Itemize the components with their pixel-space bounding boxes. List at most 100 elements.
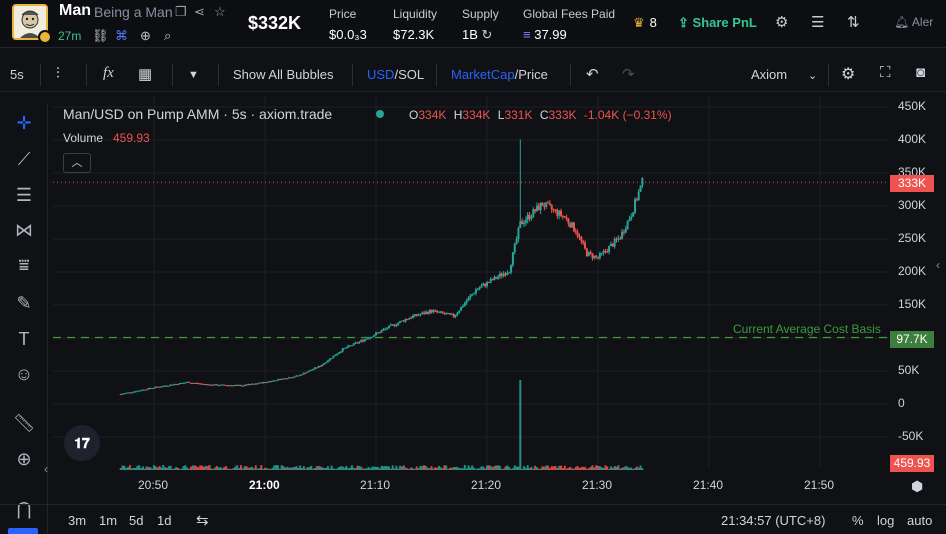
volume-bar (162, 465, 165, 470)
top-holders[interactable]: ♛ 8 (633, 15, 657, 31)
candle-body (190, 382, 192, 384)
list-icon[interactable]: ☰ (811, 14, 825, 31)
share-icon[interactable]: ⋖ (194, 4, 205, 19)
scroll-left-icon[interactable]: ‹ (44, 462, 48, 476)
clock[interactable]: 21:34:57 (UTC+8) (721, 513, 826, 528)
expand-right-icon[interactable]: ‹ (936, 258, 940, 272)
text-tool-icon[interactable]: T (18, 329, 30, 349)
chart-title: Man/USD on Pump AMM · 5s · axiom.trade (63, 106, 333, 122)
star-icon[interactable]: ☆ (214, 4, 226, 19)
trendline-icon[interactable]: ⟋ (17, 149, 31, 169)
candle-body (524, 220, 527, 224)
crosshair-icon[interactable]: ✛ (16, 113, 32, 133)
hexagon-icon[interactable]: ⬢ (911, 478, 924, 494)
projection-icon[interactable]: ⩸ (18, 255, 30, 275)
volume-bar (626, 466, 629, 470)
volume-bar (289, 467, 292, 470)
candle-body (415, 314, 418, 316)
candle-body (214, 384, 217, 386)
swap-icon[interactable]: ⇅ (847, 14, 860, 31)
tradingview-logo-icon[interactable]: 𝟏𝟕 (64, 425, 100, 461)
candle-body (167, 385, 170, 387)
indicators-icon[interactable]: fx (103, 65, 114, 81)
candle-body (630, 216, 633, 220)
ruler-icon[interactable]: 📏︎ (12, 413, 36, 433)
volume-bar (558, 465, 561, 470)
log-toggle[interactable]: log (877, 513, 895, 528)
candle-body (321, 364, 324, 367)
volume-bar (476, 468, 479, 470)
range-5d[interactable]: 5d (129, 513, 144, 528)
volume-bar (597, 465, 599, 470)
undo-icon[interactable]: ↶ (586, 66, 599, 83)
candle-body (123, 393, 126, 395)
candle-type-icon[interactable]: ⫶ (56, 65, 60, 82)
candle-body (424, 311, 427, 314)
close-label: C (539, 108, 549, 122)
volume-bar (463, 465, 466, 470)
auto-toggle[interactable]: auto (907, 513, 933, 528)
percent-toggle[interactable]: % (852, 513, 864, 528)
candle-body (519, 221, 522, 228)
layout-chevron-icon[interactable]: ⌄ (808, 70, 818, 82)
fib-icon[interactable]: ☰ (15, 185, 33, 205)
redo-icon[interactable]: ↷ (622, 66, 635, 83)
link-icon[interactable]: ⛓ (92, 28, 109, 43)
candle-body (221, 384, 224, 386)
candle-body (580, 236, 583, 241)
candle-body (413, 314, 416, 316)
layout-grid-icon[interactable]: ▦ (138, 66, 153, 83)
candle-body (375, 332, 377, 336)
emoji-icon[interactable]: ☺ (14, 364, 34, 384)
zoom-in-icon[interactable]: ⊕ (16, 449, 32, 469)
candle-body (454, 314, 457, 317)
volume-bar (356, 465, 359, 470)
candle-body (330, 358, 333, 360)
volume-bar (321, 467, 324, 470)
share-pnl-button[interactable]: ⇪ Share PnL (678, 15, 757, 31)
range-1d[interactable]: 1d (157, 513, 172, 528)
volume-bar (528, 468, 531, 470)
price-chart[interactable] (53, 96, 946, 496)
candle-body (347, 345, 350, 348)
metric-toggle[interactable]: MarketCap/Price (451, 67, 548, 82)
date-range-icon[interactable]: ⇆ (196, 512, 209, 529)
pattern-icon[interactable]: ⋈ (15, 220, 33, 240)
volume-bar (532, 468, 535, 470)
volume-bar (215, 466, 218, 470)
candle-body (571, 222, 574, 228)
chart-settings-icon[interactable]: ⚙ (841, 66, 856, 83)
alert-button[interactable]: 🔔︎ Aler (894, 15, 933, 29)
camera-icon[interactable]: ◙ (916, 64, 926, 81)
volume-bar (419, 465, 422, 470)
volume-bar (569, 466, 572, 470)
range-3m[interactable]: 3m (68, 513, 87, 528)
currency-toggle[interactable]: USD/SOL (367, 67, 424, 82)
range-1m[interactable]: 1m (99, 513, 118, 528)
volume-bar (417, 468, 420, 470)
settings-icon[interactable]: ⚙ (775, 14, 789, 31)
collapse-legend-button[interactable]: ︿ (63, 153, 91, 173)
chevron-down-icon[interactable]: ▼ (188, 69, 199, 81)
community-icon[interactable]: ⌘ (115, 28, 128, 43)
fullscreen-icon[interactable]: ⛶ (880, 64, 891, 81)
layout-name[interactable]: Axiom (751, 67, 788, 82)
volume-bar (450, 467, 453, 470)
volume-bar (134, 468, 137, 470)
brush-icon[interactable]: ✎ (16, 293, 32, 313)
search-icon[interactable]: ⌕ (164, 28, 172, 43)
website-icon[interactable]: ⊕ (140, 28, 151, 43)
volume-bar (376, 466, 379, 470)
show-all-bubbles-button[interactable]: Show All Bubbles (233, 67, 334, 82)
volume-bar (447, 468, 450, 470)
copy-icon[interactable]: ❐ (175, 4, 187, 19)
interval-selector[interactable]: 5s (10, 67, 24, 82)
candle-body (487, 282, 490, 284)
candle-body (626, 220, 629, 229)
volume-bar (378, 468, 381, 470)
volume-bar (343, 467, 346, 470)
candle-body (504, 273, 507, 275)
refresh-icon[interactable]: ↻ (481, 27, 493, 42)
token-avatar[interactable] (12, 4, 48, 40)
volume-bar (465, 468, 468, 470)
